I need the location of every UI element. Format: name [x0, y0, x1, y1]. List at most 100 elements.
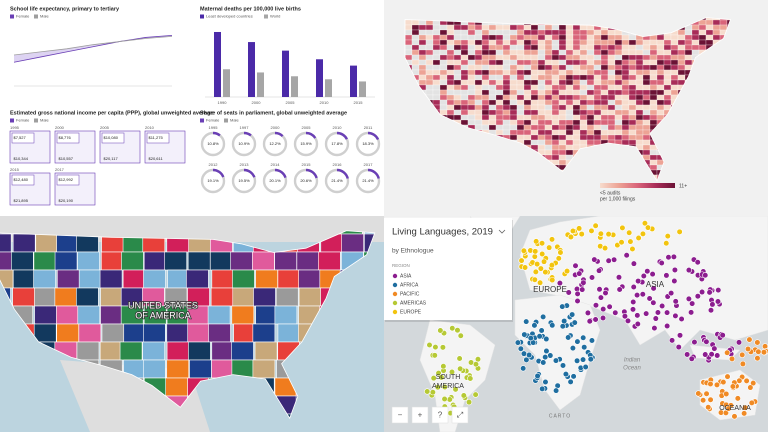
- legend-swatch: [34, 14, 38, 19]
- control-label: ?: [438, 411, 443, 420]
- county: [593, 99, 602, 106]
- map-label: AMERICA: [432, 383, 464, 390]
- county: [502, 129, 511, 136]
- county: [593, 74, 602, 81]
- county: [649, 79, 658, 86]
- county: [656, 89, 665, 96]
- county: [516, 24, 525, 31]
- county: [628, 124, 637, 131]
- county: [432, 59, 441, 66]
- county: [565, 64, 574, 71]
- year-label: 2016: [333, 162, 343, 167]
- county: [509, 59, 518, 66]
- county: [614, 44, 623, 51]
- state: [254, 341, 278, 361]
- county: [593, 44, 602, 51]
- county: [509, 74, 518, 81]
- map-control[interactable]: [451, 406, 469, 424]
- county: [467, 69, 476, 76]
- county: [405, 24, 413, 31]
- language-dot: [429, 389, 436, 396]
- county: [502, 49, 511, 56]
- county: [579, 74, 588, 81]
- county: [544, 39, 553, 46]
- county: [649, 154, 658, 161]
- language-dot: [437, 327, 444, 334]
- language-dot: [518, 257, 525, 264]
- language-dot: [605, 257, 612, 264]
- state: [187, 323, 210, 343]
- language-dot: [552, 357, 560, 364]
- dropdown-chevron[interactable]: [498, 229, 506, 234]
- language-dot: [663, 240, 670, 247]
- county: [495, 129, 504, 136]
- county: [600, 29, 609, 36]
- county: [607, 114, 616, 121]
- county: [446, 99, 455, 106]
- language-dot: [616, 286, 623, 293]
- county: [495, 74, 504, 81]
- bar: [214, 31, 221, 97]
- county: [453, 89, 462, 96]
- male-value: $10,344: [14, 156, 29, 161]
- county: [600, 64, 609, 71]
- county: [565, 99, 574, 106]
- county: [586, 129, 595, 136]
- map-control[interactable]: [411, 406, 429, 424]
- language-dot: [723, 390, 730, 398]
- county: [488, 39, 497, 46]
- county: [460, 104, 469, 111]
- language-dot: [456, 355, 463, 362]
- county: [572, 139, 581, 146]
- county: [411, 54, 420, 61]
- state: [252, 323, 276, 343]
- county: [558, 94, 567, 101]
- county: [488, 89, 497, 96]
- county: [656, 109, 665, 116]
- map-control[interactable]: [431, 406, 449, 424]
- county: [453, 24, 462, 31]
- county: [495, 24, 504, 31]
- state: [252, 251, 275, 271]
- county: [600, 134, 609, 141]
- language-dot: [576, 270, 583, 277]
- bar: [325, 79, 332, 97]
- language-dot: [689, 300, 696, 307]
- county: [642, 84, 651, 91]
- county: [530, 119, 539, 126]
- county: [593, 109, 602, 116]
- county: [509, 104, 518, 111]
- language-dot: [629, 306, 637, 313]
- county: [551, 49, 560, 56]
- county: [551, 39, 560, 46]
- county: [453, 69, 462, 76]
- county: [453, 34, 462, 41]
- ring-arc: [336, 131, 348, 140]
- language-dot: [624, 317, 632, 324]
- county: [516, 69, 525, 76]
- language-dot: [574, 338, 581, 345]
- county: [663, 74, 672, 81]
- county: [481, 124, 490, 131]
- language-dot: [703, 390, 710, 397]
- language-dot: [640, 272, 647, 280]
- county: [705, 29, 714, 36]
- county: [698, 39, 707, 46]
- language-dot: [670, 253, 677, 260]
- county: [607, 109, 616, 116]
- county: [411, 49, 420, 56]
- ring-label: 20.6%: [300, 178, 312, 183]
- county: [439, 54, 448, 61]
- county: [537, 119, 546, 126]
- language-dot: [654, 309, 662, 316]
- county: [635, 69, 644, 76]
- county: [474, 34, 483, 41]
- language-dot: [571, 319, 578, 326]
- state: [255, 305, 278, 325]
- map-control[interactable]: [391, 406, 409, 424]
- county: [544, 94, 553, 101]
- language-dot: [540, 258, 548, 265]
- county: [565, 24, 574, 31]
- language-dot: [715, 287, 722, 294]
- county: [614, 124, 623, 131]
